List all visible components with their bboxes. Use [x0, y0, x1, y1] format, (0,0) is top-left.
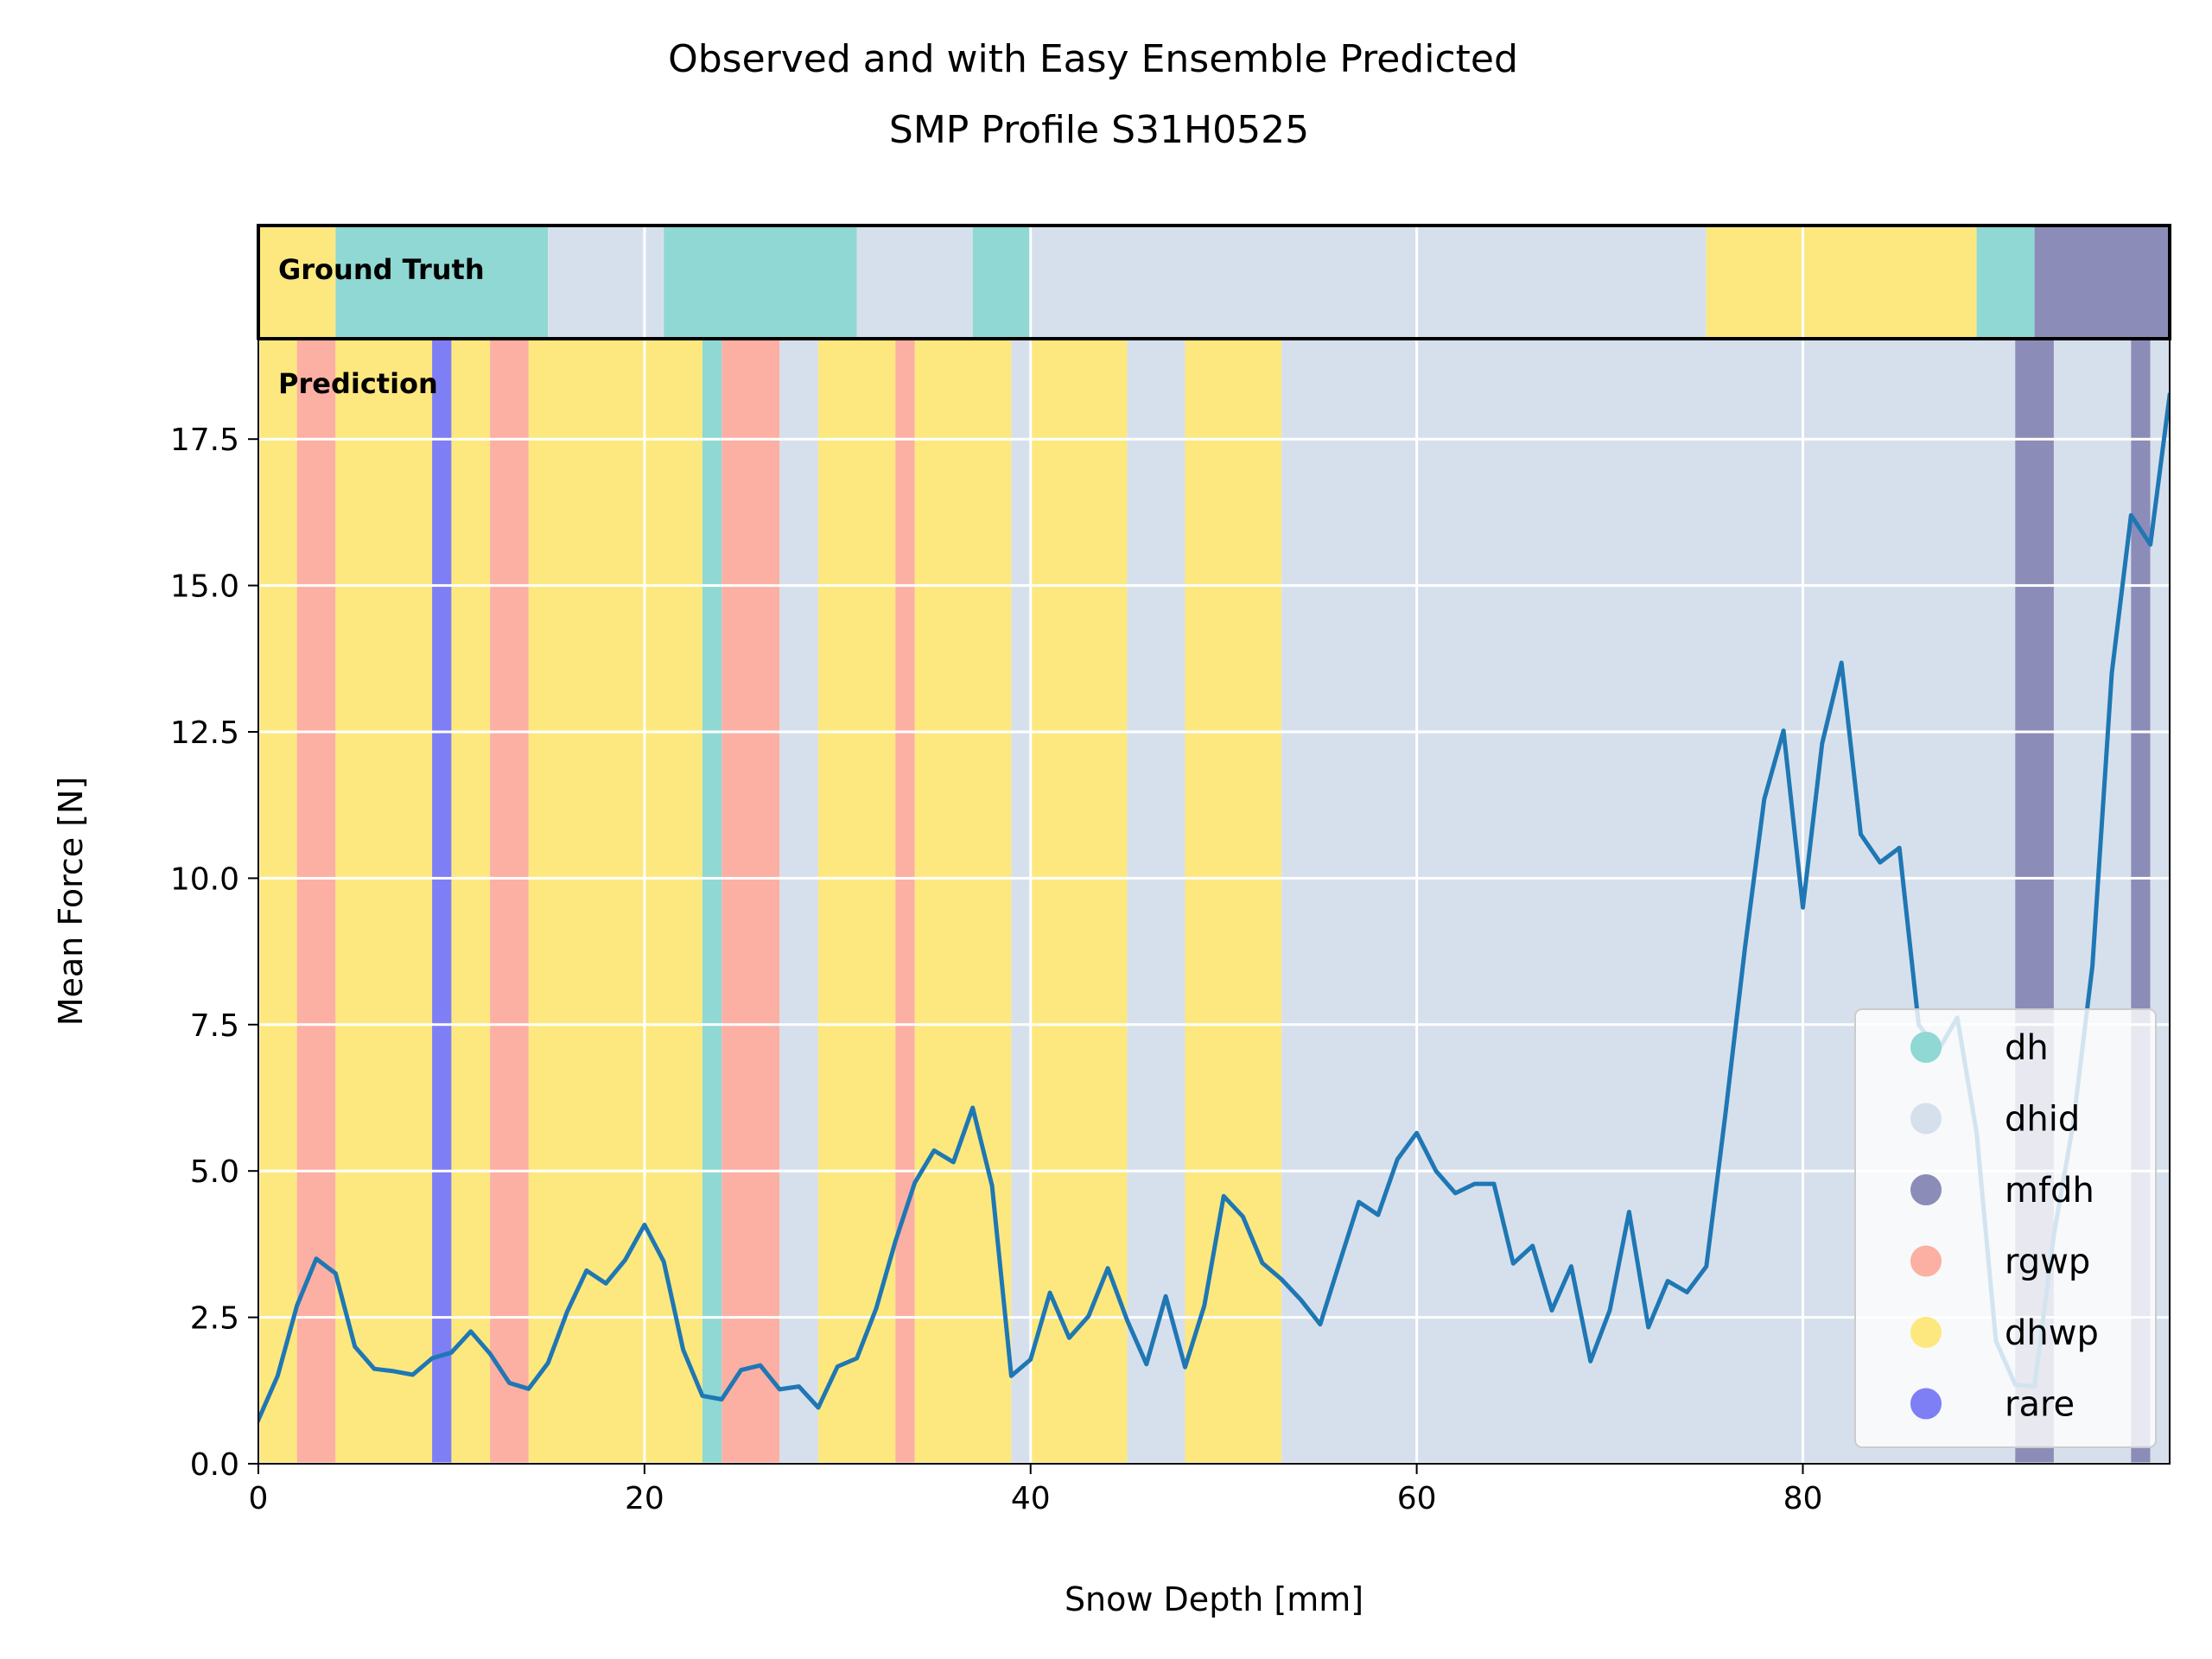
legend-label-rare: rare — [2005, 1385, 2075, 1425]
legend-marker-dhid — [1910, 1103, 1942, 1135]
prediction-segment-rgwp — [490, 340, 529, 1464]
x-axis-label: Snow Depth [mm] — [1065, 1580, 1363, 1618]
x-tick-label: 60 — [1397, 1481, 1437, 1516]
prediction-segment-dhwp — [258, 340, 297, 1464]
prediction-segment-dhwp — [528, 340, 702, 1464]
legend-box — [1854, 1008, 2157, 1448]
prediction-segment-dhwp — [1185, 340, 1282, 1464]
y-tick-label: 15.0 — [170, 569, 239, 605]
gt-segment-dhwp — [258, 226, 336, 339]
plot-frame — [257, 339, 2171, 1465]
gt-segment-mfdh — [2034, 226, 2170, 339]
y-axis-label: Mean Force [N] — [52, 777, 90, 1027]
gt-segment-dhwp — [1706, 226, 1977, 339]
prediction-strip — [258, 340, 2170, 1464]
gt-segment-dhid — [548, 226, 664, 339]
y-tick-label: 0.0 — [190, 1447, 239, 1483]
legend-marker-mfdh — [1910, 1174, 1942, 1205]
x-tick-label: 20 — [625, 1481, 664, 1516]
prediction-segment-dhwp — [451, 340, 491, 1464]
x-tick-label: 80 — [1783, 1481, 1823, 1516]
prediction-segment-dhwp — [335, 340, 433, 1464]
prediction-segment-dh — [702, 340, 722, 1464]
legend-label-mfdh: mfdh — [2005, 1171, 2094, 1211]
legend-label-dh: dh — [2005, 1028, 2049, 1068]
gt-segment-dh — [972, 226, 1031, 339]
mean-force-line — [258, 392, 2170, 1423]
prediction-segment-rgwp — [895, 340, 915, 1464]
prediction-segment-rgwp — [296, 340, 336, 1464]
y-tick-label: 12.5 — [170, 715, 239, 751]
y-tick-label: 2.5 — [190, 1301, 239, 1337]
grid-lines — [257, 340, 2170, 1465]
axes: 0 20 40 60 80 0.0 2.5 5.0 7.5 10.0 12.5 15.0 17.5 — [170, 423, 1823, 1516]
gt-segment-dhid — [1030, 226, 1707, 339]
gt-segment-dh — [664, 226, 857, 339]
legend-marker-rare — [1910, 1388, 1942, 1420]
y-tick-label: 5.0 — [190, 1154, 239, 1190]
prediction-segment-dhid — [1127, 340, 1185, 1464]
y-tick-label: 7.5 — [190, 1008, 239, 1044]
prediction-segment-dhid — [779, 340, 818, 1464]
y-tick-label: 17.5 — [170, 423, 239, 458]
legend: dh dhid mfdh rgwp dhwp rare — [1854, 1008, 2157, 1448]
prediction-segment-rare — [432, 340, 452, 1464]
gt-segment-dh — [1976, 226, 2035, 339]
prediction-segment-dhwp — [817, 340, 896, 1464]
legend-label-dhwp: dhwp — [2005, 1313, 2099, 1353]
y-tick-label: 10.0 — [170, 861, 239, 897]
legend-label-dhid: dhid — [2005, 1100, 2080, 1140]
ground-truth-label: Ground Truth — [278, 253, 485, 286]
prediction-segment-dhwp — [1030, 340, 1128, 1464]
gt-segment-dh — [335, 226, 549, 339]
prediction-segment-rgwp — [721, 340, 780, 1464]
prediction-label: Prediction — [278, 367, 438, 400]
chart-title: Observed and with Easy Ensemble Predicte… — [668, 37, 1530, 152]
legend-marker-rgwp — [1910, 1245, 1942, 1277]
legend-marker-dh — [1910, 1032, 1942, 1063]
prediction-segment-dhid — [1011, 340, 1031, 1464]
ground-truth-strip — [258, 226, 2170, 339]
x-tick-label: 0 — [249, 1481, 269, 1516]
legend-label-rgwp: rgwp — [2005, 1243, 2090, 1282]
legend-marker-dhwp — [1910, 1317, 1942, 1348]
x-tick-label: 40 — [1011, 1481, 1051, 1516]
prediction-segment-dhwp — [914, 340, 1012, 1464]
gt-segment-dhid — [856, 226, 973, 339]
